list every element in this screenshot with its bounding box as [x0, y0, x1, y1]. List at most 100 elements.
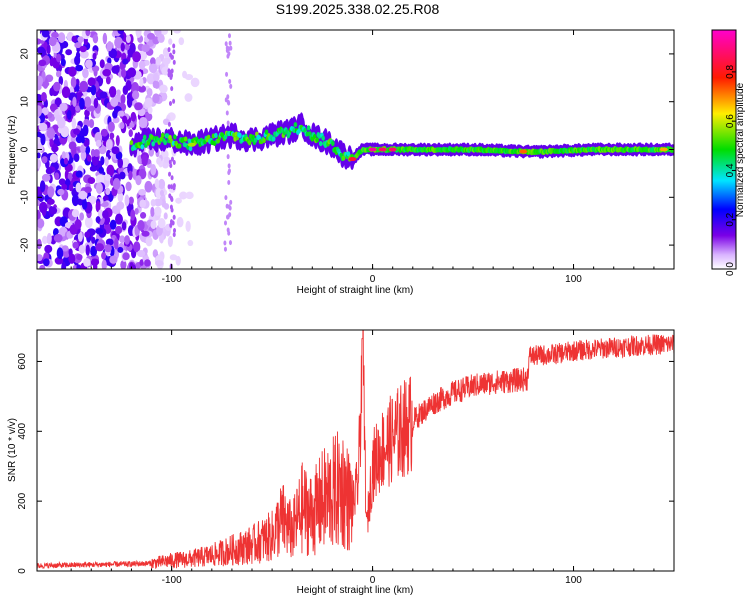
noise-blob — [121, 221, 127, 231]
noise-blob — [72, 241, 79, 249]
noise-blob — [49, 103, 58, 112]
noise-blob — [173, 30, 182, 34]
noise-blob — [182, 70, 188, 79]
noise-blob — [185, 220, 191, 232]
noise-blob — [95, 243, 105, 252]
noise-blob — [226, 154, 230, 160]
noise-blob — [83, 96, 92, 108]
noise-blob — [153, 198, 163, 207]
noise-blob — [84, 186, 92, 194]
noise-blob — [92, 34, 99, 44]
noise-blob — [46, 44, 51, 55]
noise-blob — [60, 58, 66, 67]
noise-blob — [102, 69, 112, 77]
ridge-core — [238, 132, 242, 138]
noise-blob — [84, 109, 90, 117]
noise-blob — [227, 168, 231, 174]
colorbar-tick-label: 0.2 — [725, 212, 736, 226]
noise-blob — [75, 105, 81, 112]
noise-blob — [41, 205, 47, 217]
noise-blob — [71, 117, 77, 130]
noise-blob — [169, 204, 173, 210]
noise-blob — [95, 227, 104, 235]
ridge-core — [330, 140, 335, 147]
noise-blob — [227, 230, 231, 236]
ridge-core — [262, 137, 266, 143]
noise-blob — [115, 135, 120, 147]
noise-blob — [152, 93, 160, 104]
x-tick-label: 0 — [370, 575, 376, 586]
noise-blob — [75, 135, 83, 144]
noise-blob — [125, 34, 131, 44]
noise-blob — [106, 41, 113, 52]
noise-blob — [68, 183, 74, 192]
noise-blob — [152, 72, 160, 82]
noise-blob — [172, 49, 176, 55]
noise-blob — [37, 117, 41, 125]
noise-blob — [129, 262, 134, 269]
noise-blob — [85, 30, 91, 37]
noise-blob — [167, 235, 173, 248]
noise-blob — [141, 230, 150, 237]
noise-blob — [172, 214, 176, 220]
ridge-core — [318, 140, 323, 147]
noise-blob — [226, 94, 230, 100]
noise-blob — [129, 42, 136, 54]
x-tick-label: 100 — [565, 575, 582, 586]
noise-blob — [158, 178, 166, 190]
noise-blob — [91, 65, 100, 72]
noise-blob — [225, 71, 229, 77]
noise-blob — [75, 182, 82, 193]
colorbar-tick-label: 0.4 — [725, 163, 736, 177]
noise-blob — [137, 220, 145, 231]
noise-blob — [71, 194, 79, 207]
noise-blob — [59, 102, 68, 112]
noise-blob — [79, 97, 85, 110]
noise-blob — [75, 170, 83, 178]
ridge-core — [321, 135, 325, 141]
ridge-core — [341, 155, 346, 161]
noise-blob — [68, 66, 77, 77]
noise-blob — [79, 50, 89, 59]
noise-blob — [146, 73, 156, 85]
noise-blob — [72, 96, 77, 107]
noise-blob — [109, 132, 115, 140]
noise-blob — [227, 163, 231, 169]
noise-blob — [228, 40, 232, 46]
noise-blob — [167, 121, 171, 127]
noise-blob — [190, 77, 200, 88]
noise-blob — [53, 81, 61, 92]
noise-blob — [116, 201, 125, 210]
noise-blob — [37, 105, 43, 117]
noise-blob — [228, 240, 232, 246]
noise-blob — [149, 63, 158, 74]
ridge-core — [214, 132, 218, 138]
noise-blob — [90, 84, 97, 96]
noise-blob — [141, 44, 150, 53]
noise-blob — [78, 244, 86, 254]
noise-blob — [108, 86, 117, 98]
noise-blob — [170, 156, 174, 162]
noise-blob — [225, 110, 229, 116]
noise-blob — [154, 178, 160, 189]
noise-blob — [39, 264, 46, 269]
noise-blob — [66, 109, 72, 121]
ridge-core — [251, 134, 256, 140]
noise-blob — [37, 159, 42, 169]
noise-blob — [79, 45, 87, 53]
noise-blob — [144, 259, 151, 267]
noise-blob — [95, 216, 101, 224]
noise-blob — [104, 156, 109, 167]
ridge-core — [315, 137, 319, 143]
noise-blob — [223, 240, 227, 246]
top-y-axis-label: Frequency (Hz) — [7, 116, 18, 185]
noise-blob — [167, 47, 171, 53]
ridge-core — [151, 141, 155, 147]
noise-blob — [79, 80, 89, 93]
noise-blob — [73, 153, 80, 163]
noise-blob — [169, 52, 173, 58]
noise-blob — [128, 170, 133, 181]
noise-blob — [138, 117, 148, 129]
noise-blob — [172, 185, 176, 191]
